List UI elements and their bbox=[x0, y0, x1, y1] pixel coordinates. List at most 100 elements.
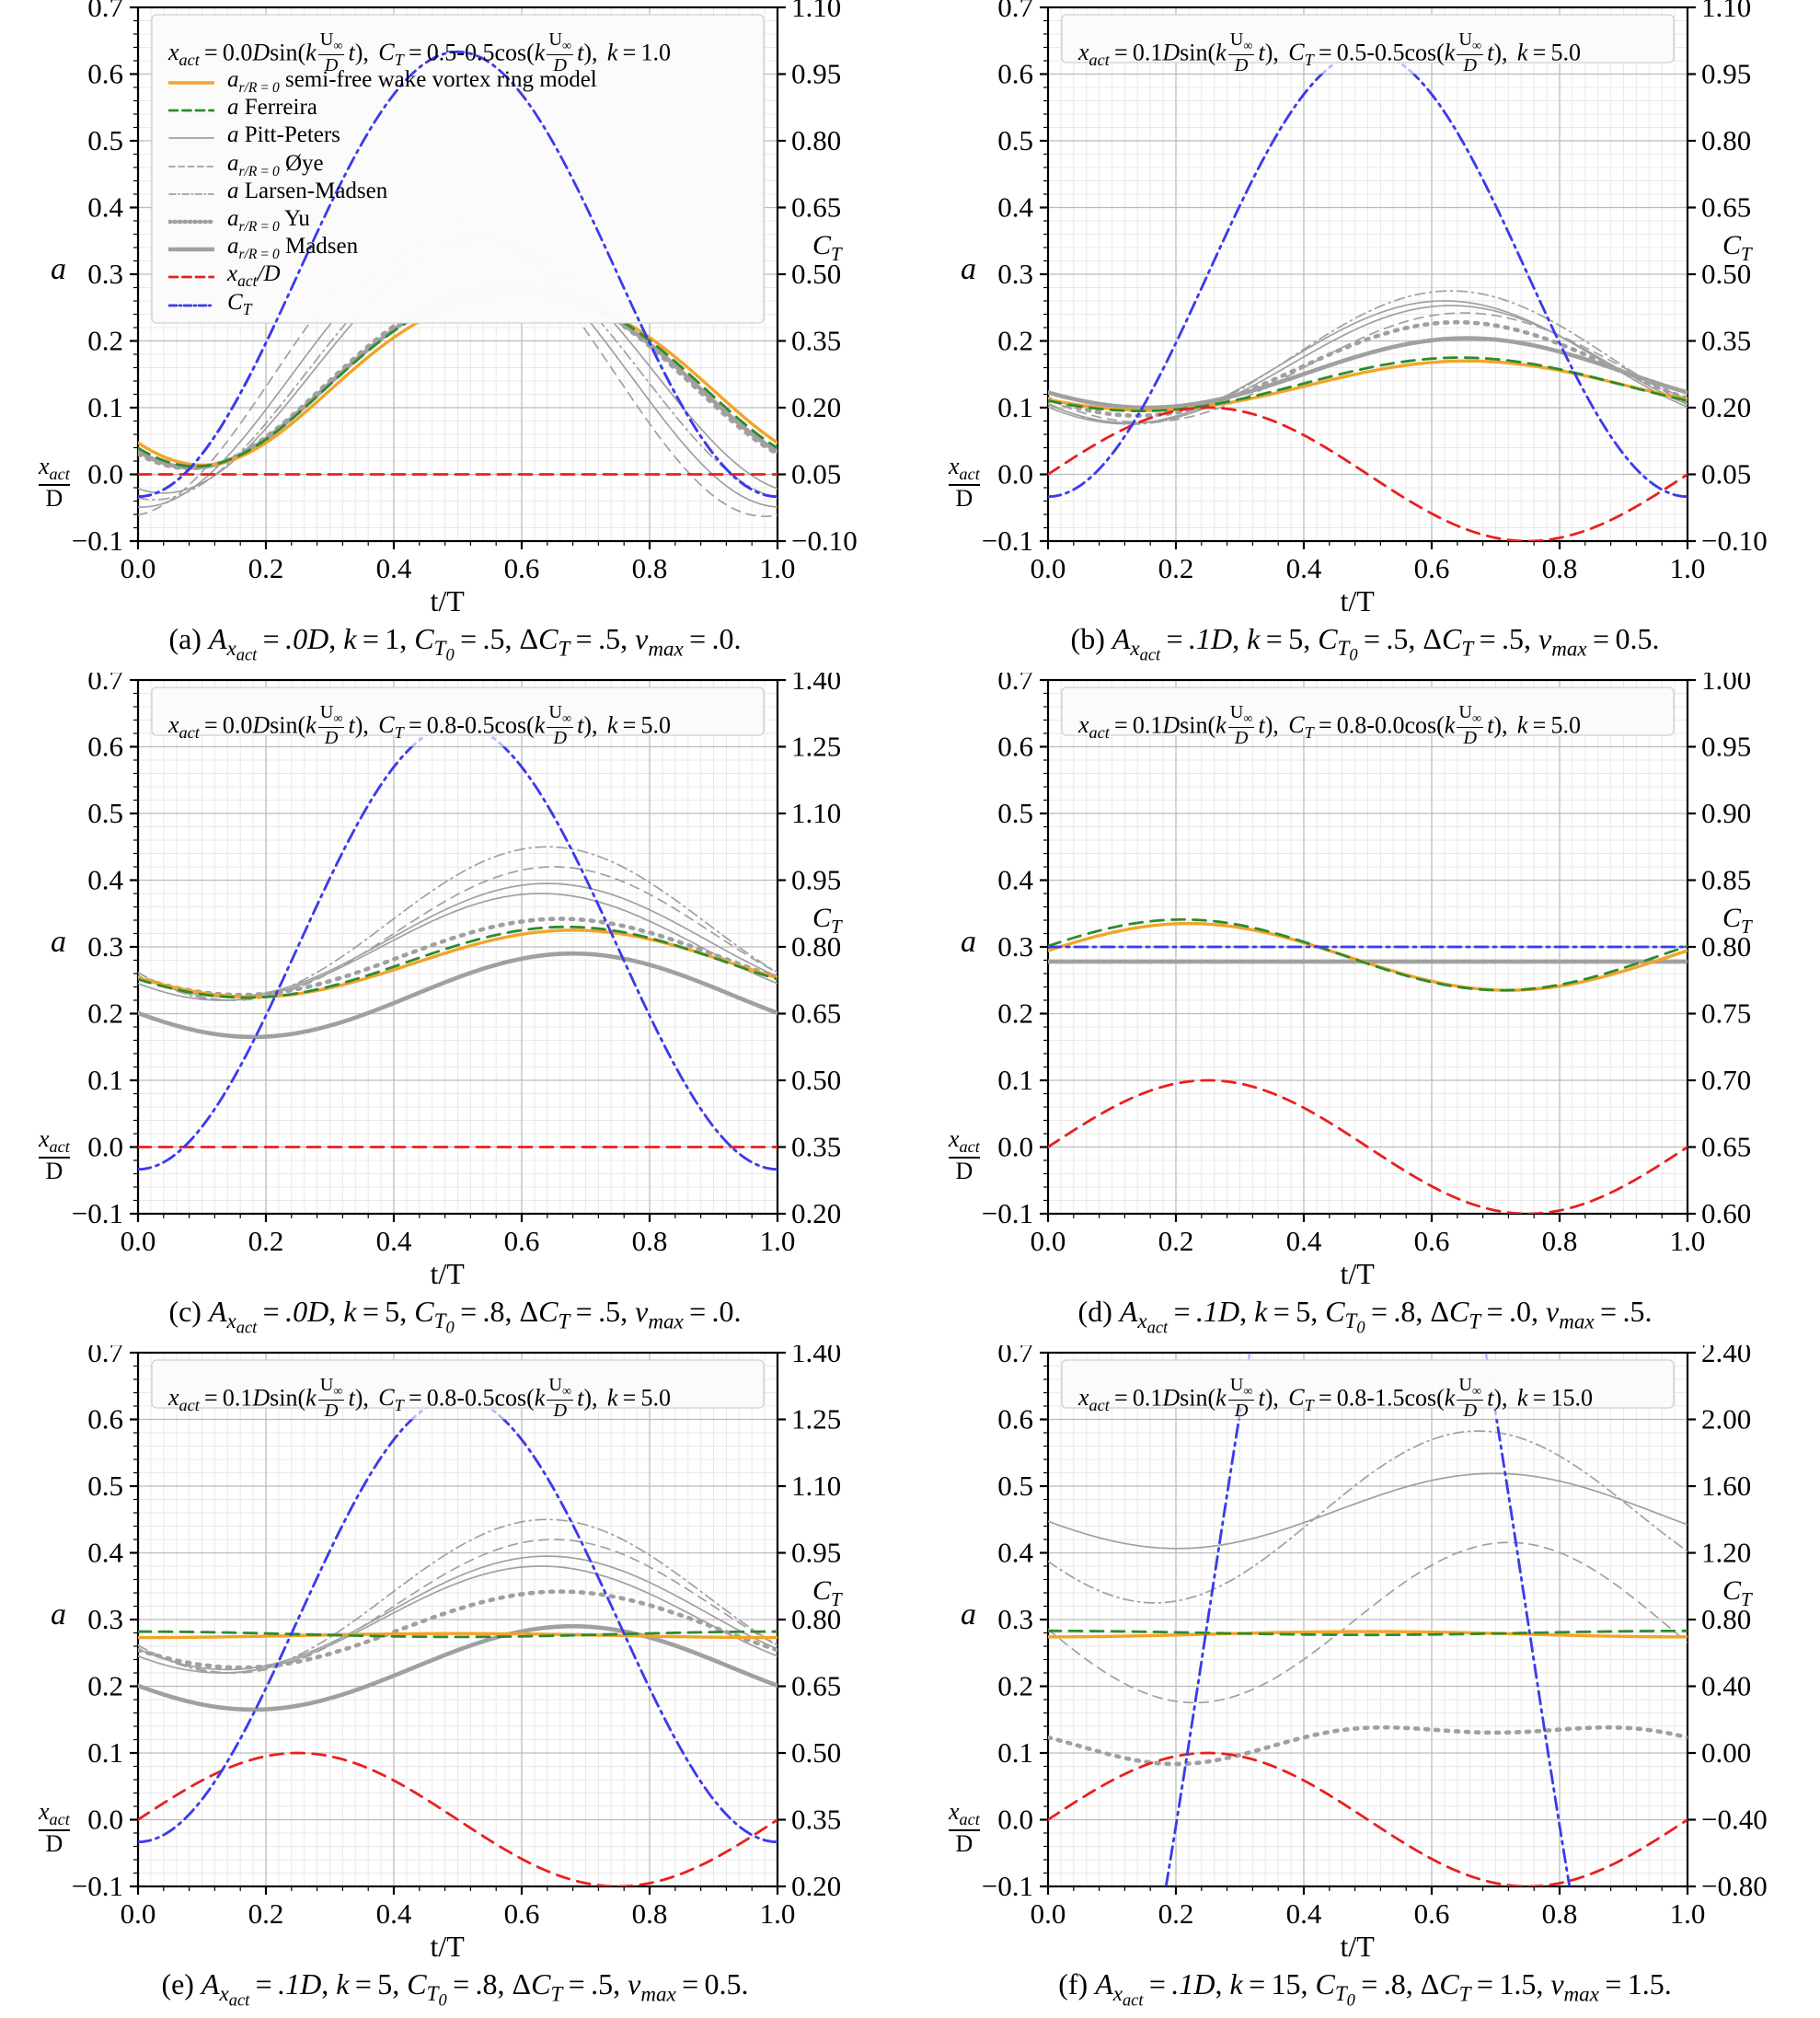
svg-text:0.2: 0.2 bbox=[248, 1225, 284, 1257]
svg-text:0.6: 0.6 bbox=[1414, 552, 1450, 584]
svg-text:0.35: 0.35 bbox=[791, 1131, 841, 1163]
svg-text:1.0: 1.0 bbox=[1670, 1225, 1706, 1257]
svg-text:0.90: 0.90 bbox=[1701, 797, 1751, 829]
svg-text:−0.1: −0.1 bbox=[982, 1870, 1033, 1902]
svg-text:1.40: 1.40 bbox=[791, 1345, 841, 1368]
svg-text:0.7: 0.7 bbox=[87, 673, 123, 696]
svg-text:0.3: 0.3 bbox=[87, 930, 123, 963]
svg-text:1.10: 1.10 bbox=[791, 797, 841, 829]
svg-text:0.95: 0.95 bbox=[791, 1537, 841, 1569]
svg-text:0.4: 0.4 bbox=[87, 864, 123, 896]
svg-text:0.8: 0.8 bbox=[1542, 1225, 1578, 1257]
svg-text:0.1: 0.1 bbox=[87, 1064, 123, 1096]
svg-text:0.6: 0.6 bbox=[997, 731, 1033, 763]
svg-text:0.5: 0.5 bbox=[87, 1470, 123, 1502]
svg-text:0.6: 0.6 bbox=[997, 58, 1033, 90]
svg-text:1.60: 1.60 bbox=[1701, 1470, 1751, 1502]
svg-text:−0.80: −0.80 bbox=[1701, 1870, 1768, 1902]
svg-text:0.5: 0.5 bbox=[997, 1470, 1033, 1502]
svg-text:0.1: 0.1 bbox=[997, 1736, 1033, 1769]
svg-text:0.3: 0.3 bbox=[997, 930, 1033, 963]
svg-text:0.0: 0.0 bbox=[1031, 552, 1066, 584]
svg-text:0.4: 0.4 bbox=[997, 191, 1033, 224]
svg-text:0.2: 0.2 bbox=[997, 997, 1033, 1030]
svg-text:−0.1: −0.1 bbox=[72, 1197, 123, 1229]
svg-text:0.2: 0.2 bbox=[87, 997, 123, 1030]
svg-text:0.1: 0.1 bbox=[997, 391, 1033, 423]
svg-text:0.0: 0.0 bbox=[997, 458, 1033, 490]
svg-text:0.3: 0.3 bbox=[87, 1603, 123, 1635]
svg-text:0.6: 0.6 bbox=[504, 1897, 540, 1930]
svg-text:0.95: 0.95 bbox=[1701, 58, 1751, 90]
svg-text:0.0: 0.0 bbox=[1031, 1897, 1066, 1930]
svg-text:0.65: 0.65 bbox=[1701, 191, 1751, 224]
svg-text:0.4: 0.4 bbox=[1286, 1897, 1322, 1930]
svg-text:0.40: 0.40 bbox=[1701, 1670, 1751, 1702]
svg-text:0.8: 0.8 bbox=[1542, 1897, 1578, 1930]
svg-text:0.00: 0.00 bbox=[1701, 1736, 1751, 1769]
svg-text:0.50: 0.50 bbox=[791, 1064, 841, 1096]
svg-text:0.1: 0.1 bbox=[997, 1064, 1033, 1096]
svg-text:0.5: 0.5 bbox=[997, 124, 1033, 156]
svg-text:0.7: 0.7 bbox=[997, 673, 1033, 696]
svg-text:0.4: 0.4 bbox=[997, 864, 1033, 896]
svg-text:0.2: 0.2 bbox=[1158, 1897, 1194, 1930]
svg-text:2.00: 2.00 bbox=[1701, 1403, 1751, 1436]
svg-text:0.7: 0.7 bbox=[997, 0, 1033, 23]
svg-text:0.4: 0.4 bbox=[1286, 1225, 1322, 1257]
svg-text:1.20: 1.20 bbox=[1701, 1537, 1751, 1569]
svg-text:0.95: 0.95 bbox=[791, 864, 841, 896]
svg-text:0.4: 0.4 bbox=[376, 1897, 412, 1930]
svg-text:0.6: 0.6 bbox=[87, 731, 123, 763]
svg-text:1.25: 1.25 bbox=[791, 731, 841, 763]
svg-text:0.35: 0.35 bbox=[791, 1804, 841, 1836]
svg-text:0.0: 0.0 bbox=[121, 1225, 156, 1257]
svg-text:0.5: 0.5 bbox=[87, 797, 123, 829]
svg-text:0.8: 0.8 bbox=[632, 1225, 668, 1257]
svg-text:1.0: 1.0 bbox=[760, 1897, 796, 1930]
svg-text:0.3: 0.3 bbox=[997, 258, 1033, 290]
svg-text:1.0: 1.0 bbox=[760, 1225, 796, 1257]
svg-text:0.75: 0.75 bbox=[1701, 997, 1751, 1030]
svg-text:−0.40: −0.40 bbox=[1701, 1804, 1768, 1836]
svg-text:0.6: 0.6 bbox=[87, 1403, 123, 1436]
svg-text:0.6: 0.6 bbox=[997, 1403, 1033, 1436]
svg-text:0.0: 0.0 bbox=[1031, 1225, 1066, 1257]
svg-text:0.5: 0.5 bbox=[997, 797, 1033, 829]
svg-text:0.0: 0.0 bbox=[121, 1897, 156, 1930]
svg-text:0.2: 0.2 bbox=[87, 1670, 123, 1702]
svg-text:−0.1: −0.1 bbox=[72, 1870, 123, 1902]
svg-text:1.25: 1.25 bbox=[791, 1403, 841, 1436]
svg-text:1.10: 1.10 bbox=[791, 1470, 841, 1502]
svg-text:0.4: 0.4 bbox=[997, 1537, 1033, 1569]
svg-text:0.70: 0.70 bbox=[1701, 1064, 1751, 1096]
svg-text:1.10: 1.10 bbox=[1701, 0, 1751, 23]
svg-text:0.2: 0.2 bbox=[997, 1670, 1033, 1702]
svg-text:0.60: 0.60 bbox=[1701, 1197, 1751, 1229]
svg-text:0.0: 0.0 bbox=[87, 1804, 123, 1836]
svg-text:0.95: 0.95 bbox=[1701, 731, 1751, 763]
svg-text:0.1: 0.1 bbox=[87, 1736, 123, 1769]
svg-text:0.7: 0.7 bbox=[87, 1345, 123, 1368]
svg-text:0.2: 0.2 bbox=[1158, 1225, 1194, 1257]
svg-text:0.6: 0.6 bbox=[1414, 1225, 1450, 1257]
svg-text:0.2: 0.2 bbox=[1158, 552, 1194, 584]
svg-text:0.3: 0.3 bbox=[997, 1603, 1033, 1635]
svg-text:0.85: 0.85 bbox=[1701, 864, 1751, 896]
svg-text:0.8: 0.8 bbox=[632, 1897, 668, 1930]
svg-text:2.40: 2.40 bbox=[1701, 1345, 1751, 1368]
svg-text:0.6: 0.6 bbox=[1414, 1897, 1450, 1930]
svg-text:0.05: 0.05 bbox=[1701, 458, 1751, 490]
svg-text:1.0: 1.0 bbox=[1670, 1897, 1706, 1930]
svg-text:0.0: 0.0 bbox=[997, 1804, 1033, 1836]
svg-text:0.6: 0.6 bbox=[504, 1225, 540, 1257]
svg-text:1.40: 1.40 bbox=[791, 673, 841, 696]
svg-text:0.0: 0.0 bbox=[997, 1131, 1033, 1163]
svg-text:0.0: 0.0 bbox=[87, 1131, 123, 1163]
svg-text:0.20: 0.20 bbox=[791, 1870, 841, 1902]
svg-text:0.8: 0.8 bbox=[1542, 552, 1578, 584]
svg-text:0.4: 0.4 bbox=[87, 1537, 123, 1569]
svg-text:0.4: 0.4 bbox=[376, 1225, 412, 1257]
svg-text:0.80: 0.80 bbox=[1701, 124, 1751, 156]
svg-text:0.65: 0.65 bbox=[791, 997, 841, 1030]
